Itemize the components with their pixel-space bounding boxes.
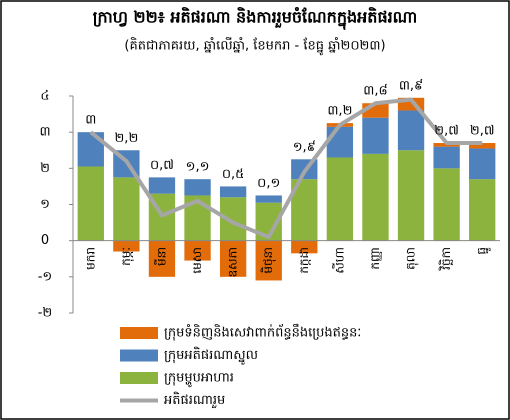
line [89, 97, 483, 240]
bar-segment [397, 150, 425, 241]
data-label: ២,២ [114, 131, 138, 146]
x-tick-label: វិច្ឆិកា [438, 247, 453, 271]
legend-swatch [120, 372, 158, 384]
bar-segment [113, 177, 140, 241]
legend-label: ក្រុមអតិផរណាស្នូល [164, 346, 258, 365]
bar-segment [326, 157, 354, 241]
bar-segment [397, 110, 425, 151]
x-tick-label: តុលា [404, 247, 419, 270]
bar-segment [326, 126, 354, 158]
x-tick-label: មករា [83, 247, 97, 270]
data-label: ២,៧ [434, 124, 459, 139]
y-tick-label: -១ [38, 269, 53, 284]
y-tick-label: ៣ [39, 125, 50, 140]
bar-segment [184, 179, 211, 196]
bar-segment [77, 166, 104, 241]
bar-segment [113, 240, 140, 252]
bar-segment [469, 148, 496, 180]
legend-label: ក្រុមទំនិញនិងសេវាពាក់ព័ន្ធនឹងប្រេងឥន្ធនៈ [164, 324, 361, 342]
x-tick-label: សីហា [331, 247, 346, 274]
x-tick-label: មីនា [153, 247, 168, 266]
data-label: ១,៩ [293, 140, 316, 155]
bar-segment [362, 117, 389, 154]
bar-segment [184, 240, 211, 261]
data-label: ២,៧ [470, 124, 495, 139]
x-tick-label: ឧសភា [226, 247, 240, 277]
bar-segment [469, 179, 496, 241]
bar-segment [255, 240, 282, 281]
bar-segment [291, 240, 318, 254]
data-label: ១,១ [186, 160, 210, 175]
data-label: ០,៥ [222, 167, 245, 182]
y-tick-label: 0 [41, 233, 49, 248]
data-label: ៣ [85, 113, 96, 128]
data-label: ៣,៨ [363, 84, 387, 99]
x-tick-label: ធ្នូ [475, 247, 492, 255]
y-tick-label: ២ [40, 161, 50, 176]
bar-segment [362, 153, 389, 241]
y-tick-label: ៤ [40, 89, 49, 104]
chart-subtitle: (គិតជាភាគរយ, ឆ្នាំលើឆ្នាំ, ខែមករា - ខែធ្… [124, 37, 385, 56]
bar-segment [469, 143, 496, 149]
x-tick-label: កញ្ញា [368, 247, 382, 270]
x-tick-label: កុម្ភៈ [119, 247, 134, 266]
data-label: ៣,៩ [399, 78, 423, 93]
y-tick-label: ១ [40, 197, 50, 212]
bar-segment [255, 195, 282, 203]
legend-label: ក្រុមម្ហូបអាហារ [164, 371, 234, 388]
bar-segment [148, 240, 176, 277]
legend-swatch [120, 349, 158, 362]
bar-segment [219, 240, 247, 277]
bar-segment [148, 177, 176, 194]
data-label: ០,៧ [150, 158, 174, 173]
legend-swatch [120, 327, 158, 339]
bar-segment [433, 146, 460, 169]
x-tick-label: មិថុនា [260, 247, 276, 274]
legend-label: អតិផរណារួម [164, 391, 225, 409]
x-tick-label: កក្កដា [297, 247, 311, 274]
bar-segment [219, 186, 247, 198]
data-label: ០,១ [257, 176, 280, 191]
bar-segment [433, 168, 460, 241]
y-tick-label: -២ [38, 306, 53, 321]
data-label: ៣,២ [327, 104, 352, 119]
x-tick-label: មេសា [190, 247, 204, 274]
